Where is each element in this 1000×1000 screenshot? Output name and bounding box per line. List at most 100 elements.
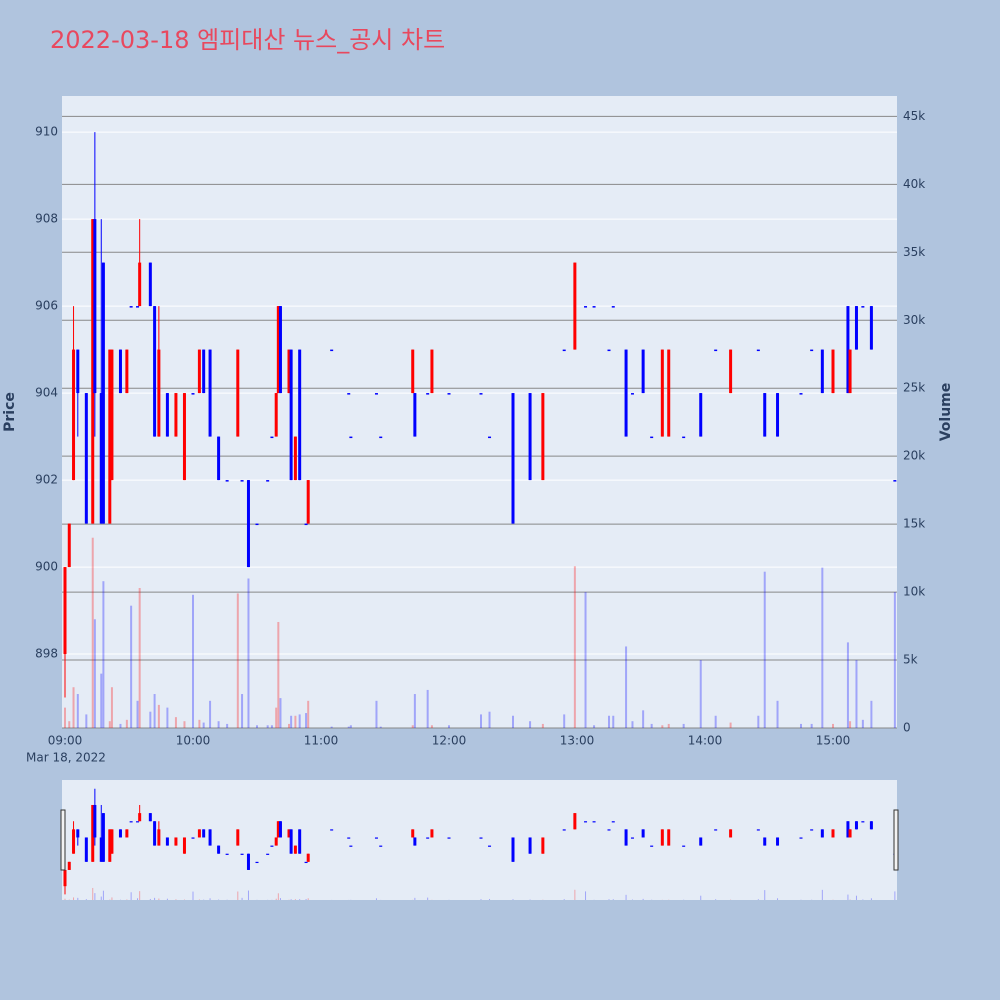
volume-bar — [821, 567, 824, 728]
slider-volume-bar — [275, 898, 277, 900]
slider-body — [820, 829, 824, 838]
candle-body — [225, 480, 229, 482]
slider-body — [528, 837, 532, 854]
volume-bar — [166, 707, 169, 728]
slider-volume-bar — [700, 895, 702, 900]
candle-body — [861, 306, 865, 308]
candle-body — [641, 349, 645, 394]
slider-body — [729, 829, 733, 838]
volume-bar — [125, 719, 128, 728]
x-tick-label: 10:00 — [176, 734, 211, 748]
x-tick-label: 12:00 — [432, 734, 467, 748]
candle-body — [157, 349, 161, 437]
candle-body — [584, 306, 588, 308]
candle-body — [240, 480, 244, 482]
volume-bar — [102, 581, 105, 728]
volume-bar — [217, 721, 220, 728]
volume-bar — [192, 594, 194, 728]
volume-bar — [379, 726, 382, 728]
slider-volume-bar — [847, 894, 849, 900]
candle-body — [138, 262, 142, 307]
slider-volume-bar — [64, 898, 66, 900]
volume-bar — [64, 707, 66, 728]
slider-body — [349, 845, 353, 847]
slider-handle[interactable] — [60, 809, 66, 871]
volume-bar — [349, 725, 352, 728]
slider-body — [682, 845, 686, 847]
slider-volume-bar — [237, 891, 239, 900]
volume-bar — [661, 725, 664, 728]
slider-volume-bar — [715, 899, 717, 900]
slider-body — [304, 861, 308, 864]
slider-volume-bar — [92, 887, 94, 900]
volume-bar — [174, 717, 177, 728]
volume-bar — [846, 642, 849, 728]
slider-handle[interactable] — [893, 809, 899, 871]
candle-body — [573, 262, 577, 350]
slider-volume-bar — [94, 893, 96, 900]
volume-bar — [119, 723, 122, 728]
slider-body — [174, 837, 178, 846]
candle-body — [479, 393, 483, 395]
slider-body — [108, 829, 112, 862]
slider-volume-bar — [608, 899, 610, 900]
volume-bar — [305, 713, 308, 728]
candle-body — [831, 349, 835, 394]
slider-body — [165, 837, 169, 846]
slider-body — [379, 845, 383, 847]
slider-volume-bar — [512, 899, 514, 900]
slider-body — [129, 821, 133, 823]
candle-body — [592, 306, 596, 308]
slider-body — [72, 829, 76, 854]
slider-body — [148, 813, 152, 822]
slider-body — [125, 829, 129, 838]
slider-body — [592, 821, 596, 823]
candle-body — [413, 393, 417, 437]
candle-body — [611, 306, 615, 308]
slider-body — [202, 829, 206, 838]
slider-body — [374, 837, 378, 839]
range-slider[interactable] — [62, 780, 897, 900]
slider-volume-bar — [158, 898, 160, 900]
candle-body — [118, 349, 122, 394]
candle-body — [76, 349, 80, 394]
slider-body — [101, 813, 105, 862]
slider-body — [330, 829, 334, 831]
slider-body — [76, 829, 80, 838]
slider-body — [157, 829, 161, 846]
volume-bar — [430, 725, 433, 728]
slider-body — [266, 853, 270, 855]
candle-body — [174, 393, 178, 437]
volume-bar — [288, 723, 290, 728]
slider-volume-bar — [149, 898, 151, 900]
y2-tick-label: 45k — [903, 109, 925, 123]
candle-body — [72, 349, 76, 481]
volume-bar — [209, 700, 212, 728]
volume-bar — [93, 619, 96, 728]
slider-body — [63, 869, 67, 887]
volume-bar — [448, 725, 450, 728]
slider-body — [289, 829, 293, 854]
volume-bar — [810, 723, 813, 728]
y2-tick-label: 30k — [903, 313, 925, 327]
candle-body — [91, 219, 95, 524]
candle-body — [541, 393, 545, 481]
volume-bar — [275, 707, 278, 728]
candle-body — [607, 349, 611, 352]
candle-body — [729, 349, 733, 394]
candle-body — [197, 349, 201, 394]
slider-volume-bar — [166, 898, 168, 900]
slider-body — [430, 829, 434, 838]
plot-area — [62, 96, 897, 728]
slider-volume-bar — [870, 898, 872, 900]
volume-bar — [729, 722, 732, 728]
candle-body — [99, 393, 103, 524]
slider-body — [854, 821, 858, 830]
slider-volume-bar — [642, 898, 644, 900]
volume-bar — [236, 593, 239, 728]
y-tick-label: 910 — [35, 125, 58, 139]
candle-body — [714, 349, 718, 352]
candle-body — [306, 480, 310, 524]
volume-bar — [667, 723, 670, 728]
volume-bar — [100, 673, 103, 728]
